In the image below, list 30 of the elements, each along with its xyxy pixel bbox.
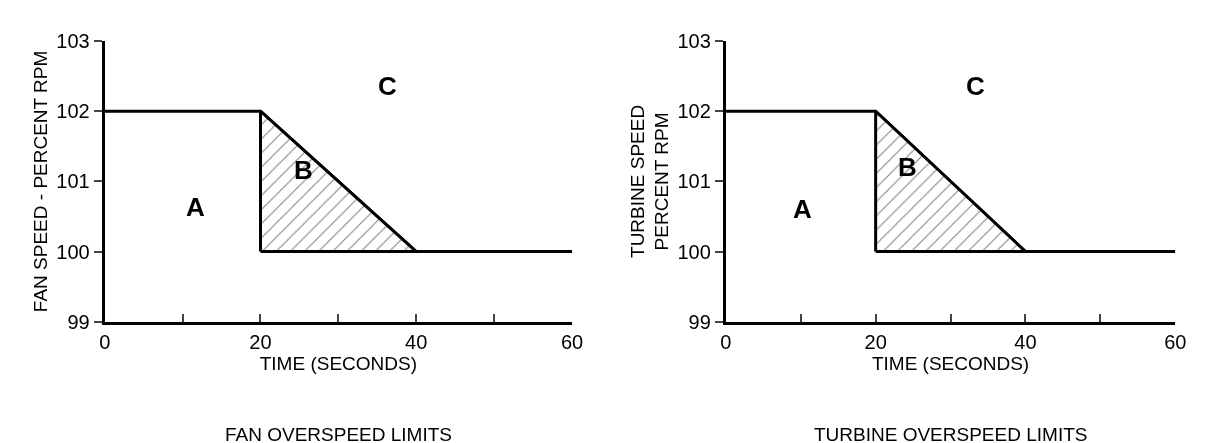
x-tick-label: 20 bbox=[864, 330, 887, 353]
y-tick-label: 100 bbox=[56, 240, 90, 263]
x-tick-label: 40 bbox=[405, 330, 428, 353]
x-tick-label: 0 bbox=[720, 330, 732, 353]
annotation: C bbox=[966, 71, 985, 101]
x-tick-label: 20 bbox=[249, 330, 272, 353]
annotation: A bbox=[186, 192, 205, 222]
annotation: B bbox=[898, 152, 917, 182]
y-tick-label: 100 bbox=[677, 240, 711, 263]
y-tick-label: 99 bbox=[67, 310, 90, 333]
y-tick-label: 102 bbox=[677, 100, 711, 123]
text: TURBINE OVERSPEED LIMITS bbox=[814, 424, 1088, 443]
y-tick-label: 101 bbox=[56, 170, 90, 193]
x-axis-title: TIME (SECONDS) bbox=[259, 352, 418, 374]
text: FAN OVERSPEED LIMITS bbox=[225, 424, 452, 443]
x-tick-label: 0 bbox=[99, 330, 111, 353]
y-axis-title: FAN SPEED - PERCENT RPM bbox=[30, 50, 52, 313]
y-axis-title: TURBINE SPEED PERCENT RPM bbox=[626, 104, 673, 258]
x-tick-label: 60 bbox=[1164, 330, 1187, 353]
y-tick-label: 102 bbox=[56, 100, 90, 123]
x-tick-label: 60 bbox=[560, 330, 584, 353]
annotation: A bbox=[793, 194, 812, 224]
x-tick-label: 40 bbox=[1014, 330, 1037, 353]
annotation: C bbox=[378, 71, 397, 101]
x-axis-title: TIME (SECONDS) bbox=[871, 352, 1030, 374]
y-tick-label: 103 bbox=[56, 30, 90, 53]
y-tick-label: 99 bbox=[688, 310, 711, 333]
annotation: B bbox=[294, 155, 313, 185]
y-tick-label: 101 bbox=[677, 170, 711, 193]
y-tick-label: 103 bbox=[677, 30, 711, 53]
